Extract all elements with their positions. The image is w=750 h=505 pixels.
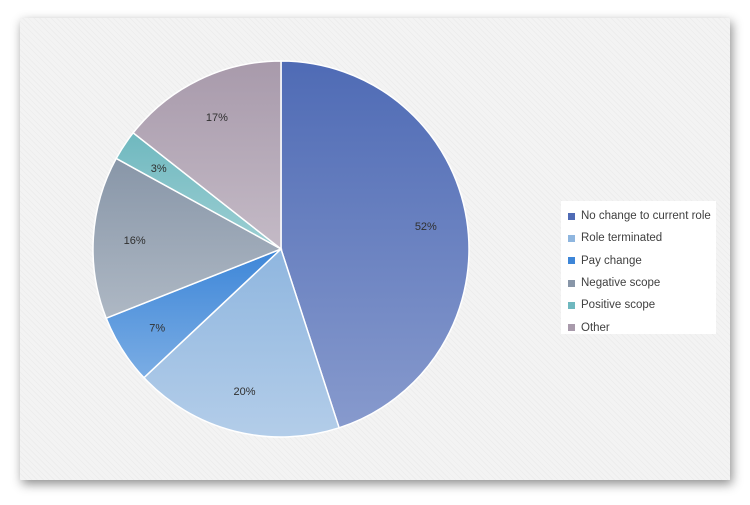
legend-label: Positive scope (581, 299, 656, 312)
pie-slice-role-terminated (142, 247, 341, 438)
legend: No change to current role Role terminated… (561, 201, 716, 334)
legend-label: Pay change (581, 254, 642, 267)
legend-item-role-terminated: Role terminated (568, 227, 716, 249)
legend-label: Negative scope (581, 277, 661, 290)
legend-swatch (568, 234, 575, 242)
legend-label: Other (581, 321, 610, 334)
legend-swatch (568, 301, 575, 309)
pie-slice-negative-scope (92, 157, 283, 320)
legend-swatch (568, 257, 575, 265)
data-label-no-change-to-current-role: 52% (415, 221, 437, 233)
legend-item-no-change-to-current-role: No change to current role (568, 205, 716, 227)
legend-swatch (568, 324, 575, 332)
data-label-positive-scope: 3% (151, 163, 167, 175)
data-label-negative-scope: 16% (124, 235, 146, 247)
legend-label: No change to current role (581, 210, 711, 223)
data-label-other: 17% (206, 112, 228, 124)
pie-slice-other (132, 60, 282, 251)
legend-swatch (568, 279, 575, 287)
data-label-role-terminated: 20% (234, 386, 256, 398)
chart-area: 52% 20% 7% 16% 3% 17% No change to current ro… (20, 18, 730, 480)
legend-item-other: Other (568, 316, 716, 338)
data-label-pay-change: 7% (149, 323, 165, 335)
legend-label: Role terminated (581, 232, 663, 245)
pie-chart: 52% 20% 7% 16% 3% 17% (92, 60, 470, 438)
legend-item-negative-scope: Negative scope (568, 272, 716, 294)
pie-slice-no-change-to-current-role (280, 60, 470, 429)
legend-item-pay-change: Pay change (568, 250, 716, 272)
legend-item-positive-scope: Positive scope (568, 294, 716, 316)
legend-swatch (568, 212, 575, 220)
